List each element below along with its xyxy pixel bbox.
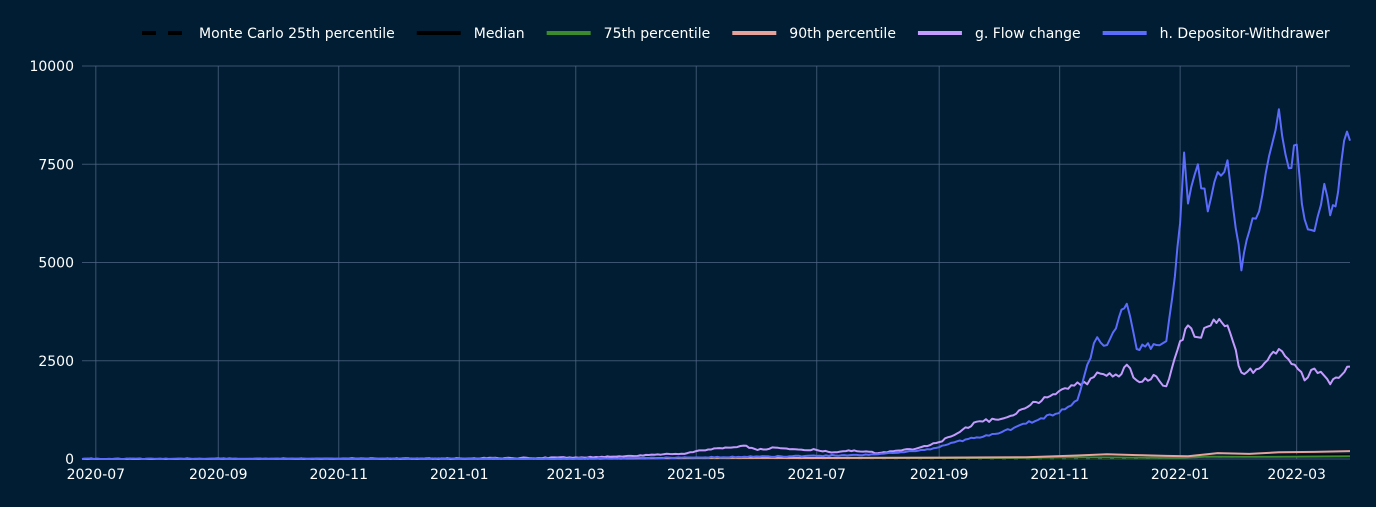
legend-item-6[interactable]: h. Depositor-Withdrawer (1102, 26, 1330, 42)
y-tick-label: 0 (65, 452, 74, 468)
x-tick-label: 2021-05 (667, 467, 726, 483)
legend-label: Median (474, 26, 525, 42)
x-tick-label: 2021-09 (910, 467, 969, 483)
legend-item-1[interactable]: Monte Carlo 25th percentile (142, 26, 395, 42)
axes: 0 2500 5000 7500 10000 2020-07 2020-09 2020-11 2… (29, 59, 1325, 483)
legend-item-4[interactable]: 90th percentile (732, 26, 896, 42)
x-tick-label: 2020-11 (310, 467, 369, 483)
series-line-6 (81, 108, 1351, 460)
y-tick-label: 7500 (38, 157, 74, 173)
x-tick-label: 2020-07 (67, 467, 126, 483)
legend-label: g. Flow change (975, 26, 1081, 42)
grid-lines (82, 65, 1350, 460)
legend: Monte Carlo 25th percentile Median 75th pe… (142, 26, 1330, 42)
x-tick-label: 2021-07 (787, 467, 846, 483)
series-line-5 (81, 318, 1351, 460)
legend-label: h. Depositor-Withdrawer (1160, 26, 1330, 42)
legend-item-2[interactable]: Median (416, 26, 525, 42)
legend-label: 75th percentile (604, 26, 711, 42)
y-tick-label: 2500 (38, 354, 74, 370)
x-tick-label: 2021-11 (1030, 467, 1089, 483)
series-line-4 (81, 450, 1351, 460)
y-tick-label: 5000 (38, 256, 74, 272)
legend-item-5[interactable]: g. Flow change (917, 26, 1081, 42)
x-tick-label: 2022-01 (1151, 467, 1210, 483)
x-tick-label: 2022-03 (1267, 467, 1326, 483)
x-tick-label: 2021-03 (547, 467, 606, 483)
legend-item-3[interactable]: 75th percentile (546, 26, 711, 42)
y-tick-label: 10000 (29, 59, 74, 75)
legend-label: 90th percentile (789, 26, 896, 42)
legend-label: Monte Carlo 25th percentile (199, 26, 395, 42)
x-tick-label: 2020-09 (189, 467, 248, 483)
x-tick-label: 2021-01 (430, 467, 489, 483)
series-lines (81, 108, 1351, 460)
